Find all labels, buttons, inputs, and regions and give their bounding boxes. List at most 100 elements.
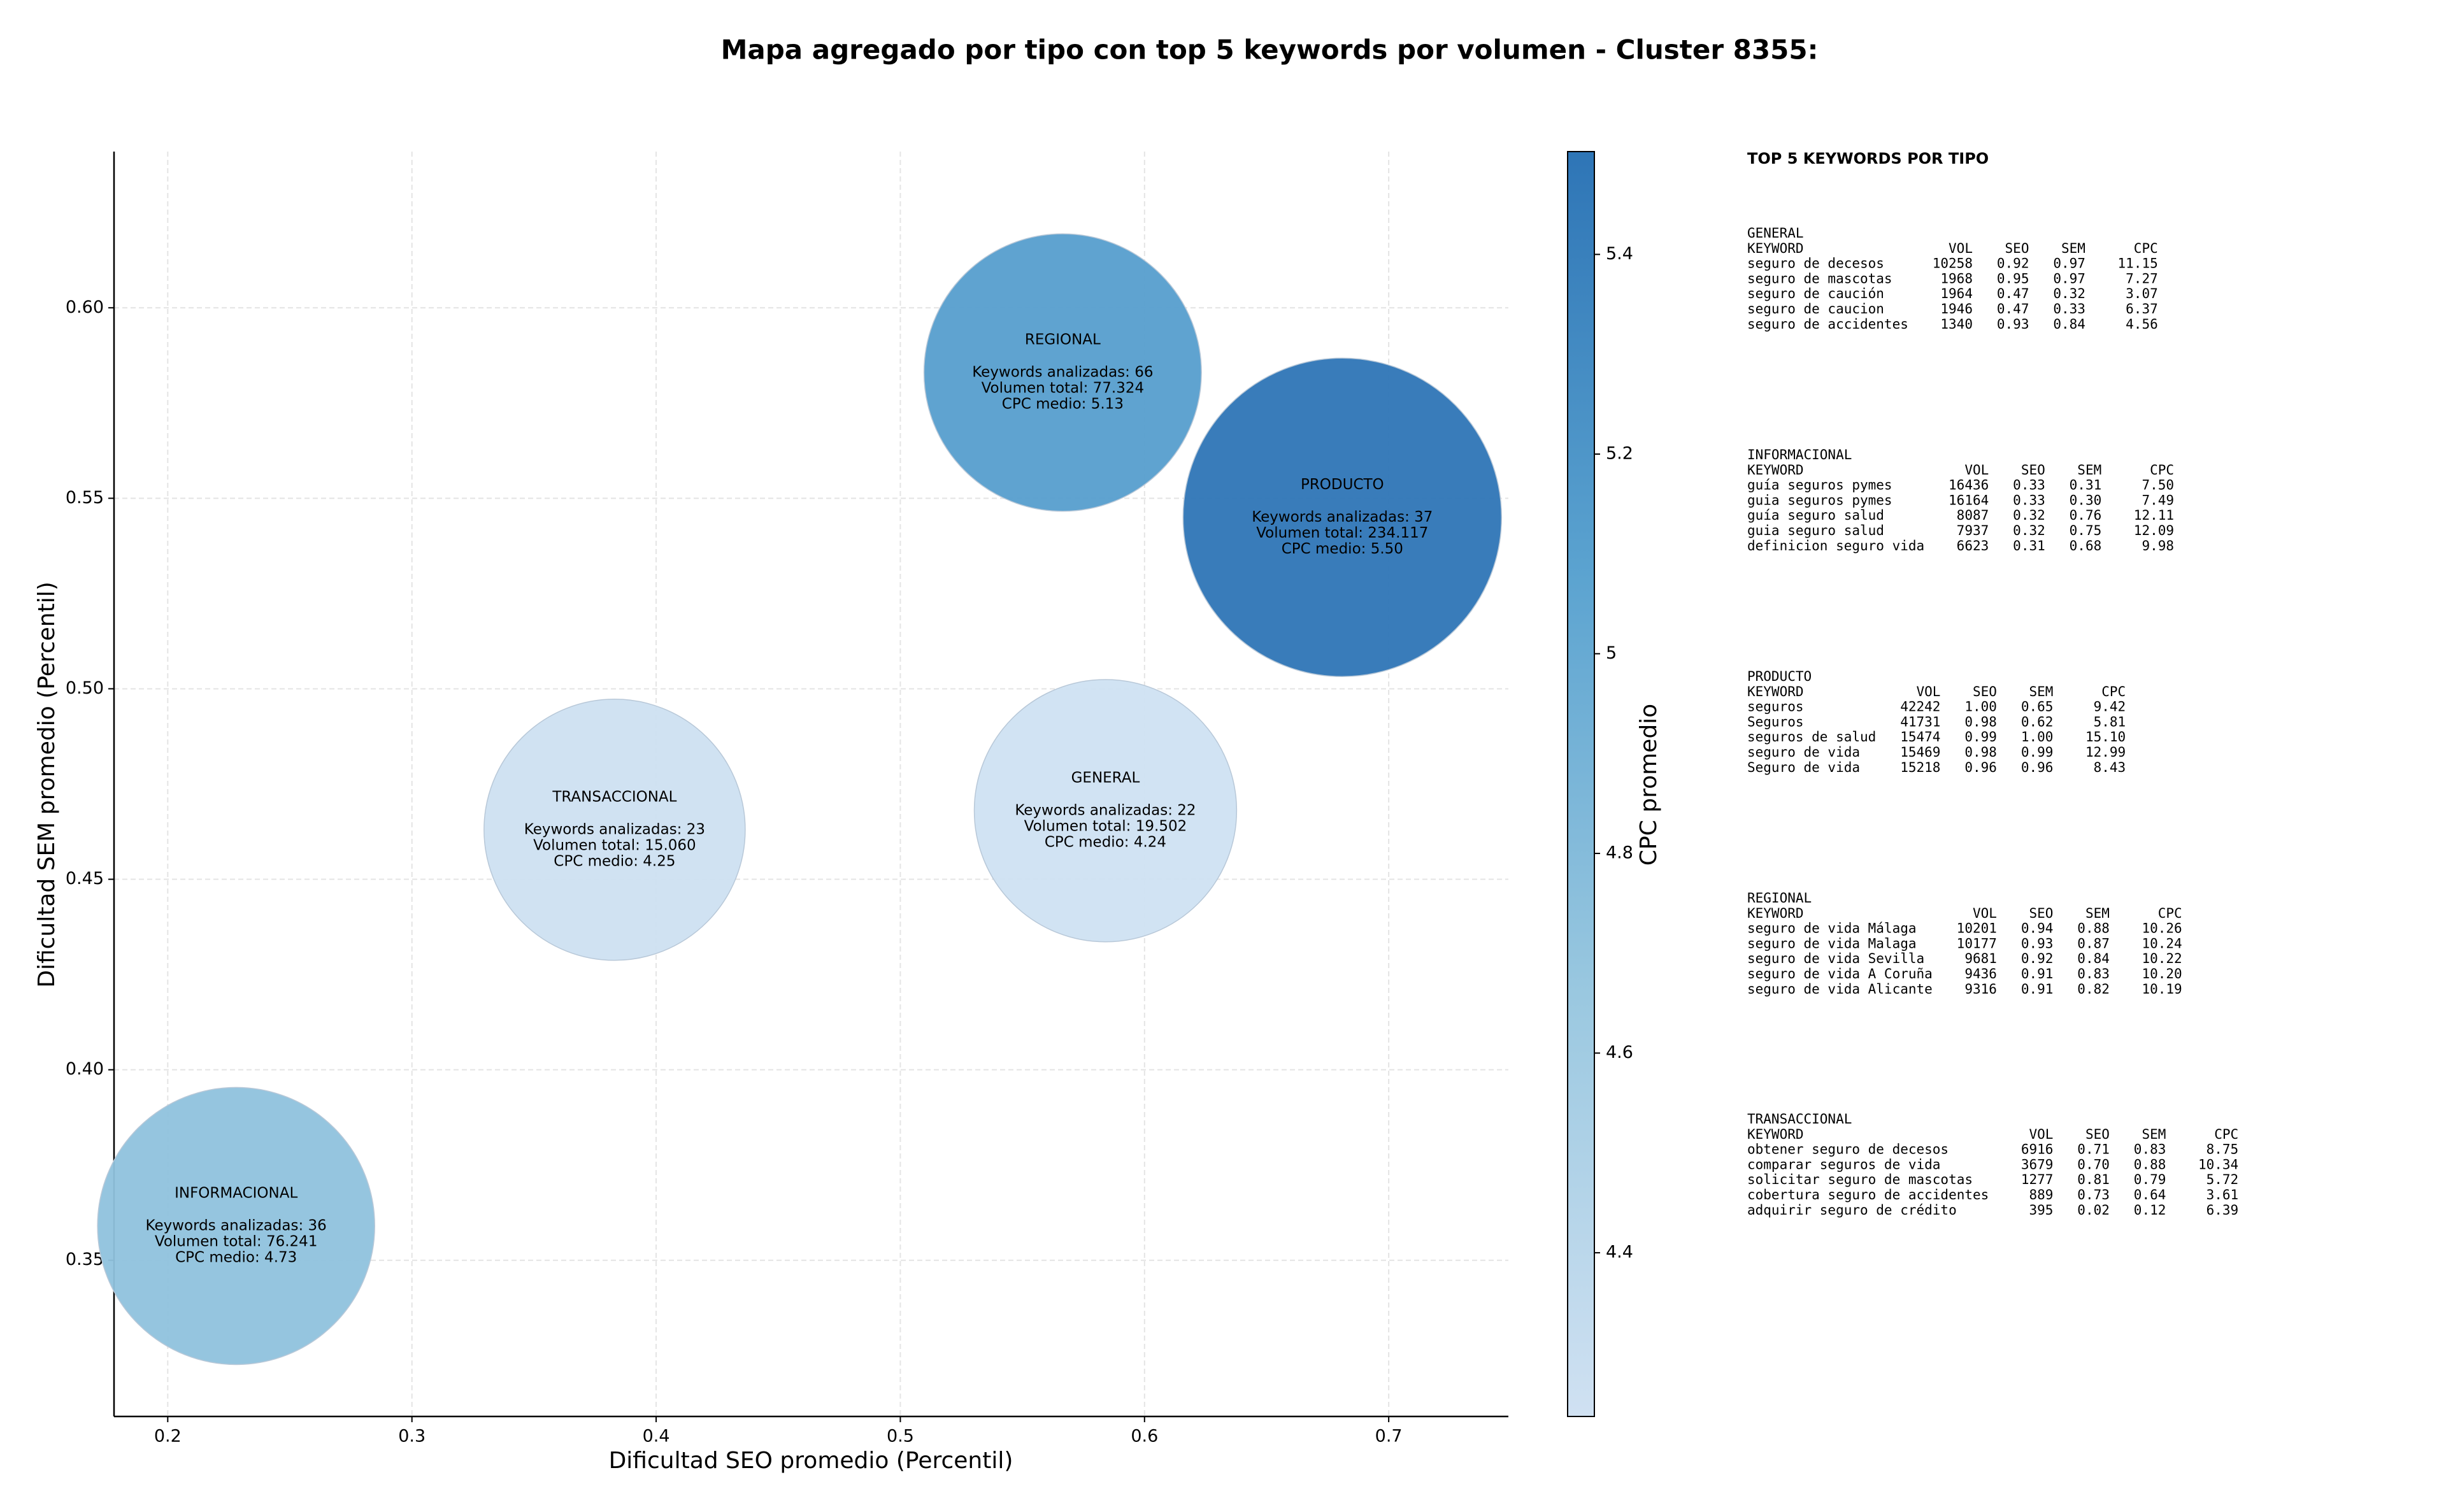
colorbar-tick-label: 5 xyxy=(1606,643,1617,663)
section-name: PRODUCTO xyxy=(1747,669,1812,684)
chart-title: Mapa agregado por tipo con top 5 keyword… xyxy=(721,34,1819,66)
table-cell: 1964 xyxy=(1940,286,1973,301)
colorbar-tick-label: 5.4 xyxy=(1606,244,1633,264)
table-cell: 16436 xyxy=(1949,478,1989,493)
table-header: SEO xyxy=(2085,1127,2110,1142)
table-header: VOL xyxy=(1949,241,1973,256)
table-cell: 10.26 xyxy=(2142,921,2182,936)
section-name: REGIONAL xyxy=(1747,890,1812,906)
table-cell: 0.91 xyxy=(2021,981,2054,997)
bubble xyxy=(1182,357,1503,678)
table-cell: 0.84 xyxy=(2077,951,2110,966)
table-cell: 1968 xyxy=(1940,271,1973,286)
bubble xyxy=(923,233,1202,512)
colorbar-tick-label: 4.6 xyxy=(1606,1043,1633,1062)
table-cell: 0.47 xyxy=(1997,286,2029,301)
table-cell: 0.96 xyxy=(2021,760,2054,775)
bubble-label: Keywords analizadas: 36 xyxy=(146,1217,327,1234)
table-cell: seguro de caucion xyxy=(1747,301,1884,317)
table-cell: seguro de vida A Coruña xyxy=(1747,966,1933,981)
table-header: KEYWORD xyxy=(1747,462,1804,478)
bubble-name: INFORMACIONAL xyxy=(175,1185,297,1201)
bubble-label: Volumen total: 76.241 xyxy=(155,1233,318,1250)
table-cell: 0.73 xyxy=(2077,1187,2110,1202)
table-cell: cobertura seguro de accidentes xyxy=(1747,1187,1989,1202)
table-cell: 10.19 xyxy=(2142,981,2182,997)
table-cell: 0.75 xyxy=(2070,523,2102,538)
table-cell: 1277 xyxy=(2021,1172,2054,1187)
table-cell: 9681 xyxy=(1964,951,1997,966)
table-header: SEM xyxy=(2142,1127,2166,1142)
bubble-label: CPC medio: 4.73 xyxy=(175,1249,297,1266)
table-header: KEYWORD xyxy=(1747,1127,1804,1142)
bubble-name: GENERAL xyxy=(1071,769,1140,786)
bubble-label: CPC medio: 4.24 xyxy=(1045,834,1166,850)
table-cell: 3.07 xyxy=(2126,286,2158,301)
y-axis-label: Dificultad SEM promedio (Percentil) xyxy=(34,581,60,988)
table-cell: 15474 xyxy=(1900,729,1940,745)
table-cell: 0.02 xyxy=(2077,1202,2110,1218)
table-header: SEO xyxy=(2005,241,2029,256)
bubble xyxy=(97,1087,375,1366)
table-cell: 7.49 xyxy=(2142,492,2174,508)
table-cell: 0.96 xyxy=(1964,760,1997,775)
table-cell: 0.98 xyxy=(1964,714,1997,729)
bubble-name: TRANSACCIONAL xyxy=(552,788,676,805)
table-cell: 1340 xyxy=(1940,317,1973,332)
table-cell: 10201 xyxy=(1957,921,1997,936)
bubble-label: CPC medio: 5.50 xyxy=(1282,541,1403,557)
table-header: SEM xyxy=(2077,462,2101,478)
table-cell: 0.88 xyxy=(2077,921,2110,936)
table-cell: comparar seguros de vida xyxy=(1747,1157,1940,1172)
table-cell: 0.99 xyxy=(1964,729,1997,745)
x-tick-label: 0.6 xyxy=(1131,1427,1158,1446)
table-cell: 10.34 xyxy=(2198,1157,2238,1172)
table-cell: 0.93 xyxy=(2021,936,2054,951)
section-name: TRANSACCIONAL xyxy=(1747,1111,1852,1127)
table-cell: 0.65 xyxy=(2021,699,2054,715)
table-cell: seguro de vida Sevilla xyxy=(1747,951,1924,966)
table-cell: 1946 xyxy=(1940,301,1973,317)
table-cell: 15469 xyxy=(1900,745,1940,760)
table-header: CPC xyxy=(2150,462,2174,478)
table-cell: 0.33 xyxy=(2013,478,2045,493)
table-cell: 10.22 xyxy=(2142,951,2182,966)
y-tick-label: 0.60 xyxy=(66,297,104,317)
bubble-label: Keywords analizadas: 23 xyxy=(524,821,705,838)
table-cell: 10177 xyxy=(1957,936,1997,951)
table-cell: definicion seguro vida xyxy=(1747,538,1924,553)
table-cell: guía seguros pymes xyxy=(1747,478,1892,493)
table-cell: 0.76 xyxy=(2070,508,2102,523)
table-cell: 0.83 xyxy=(2134,1142,2166,1157)
table-header: CPC xyxy=(2134,241,2158,256)
x-tick-label: 0.3 xyxy=(398,1427,426,1446)
table-cell: 8.43 xyxy=(2094,760,2126,775)
colorbar-tick-label: 4.4 xyxy=(1606,1242,1633,1262)
table-cell: seguros xyxy=(1747,699,1804,715)
table-header: CPC xyxy=(2101,684,2126,699)
table-cell: 0.70 xyxy=(2077,1157,2110,1172)
table-cell: 8.75 xyxy=(2206,1142,2239,1157)
table-cell: adquirir seguro de crédito xyxy=(1747,1202,1957,1218)
table-cell: 12.99 xyxy=(2085,745,2126,760)
bubble-label: Volumen total: 15.060 xyxy=(533,837,696,853)
table-cell: 7937 xyxy=(1957,523,1989,538)
y-tick-label: 0.55 xyxy=(66,488,104,508)
x-tick-label: 0.4 xyxy=(643,1427,670,1446)
colorbar-label: CPC promedio xyxy=(1636,704,1662,866)
table-cell: 12.11 xyxy=(2134,508,2174,523)
table-header: SEM xyxy=(2061,241,2085,256)
table-cell: 0.82 xyxy=(2077,981,2110,997)
table-cell: seguro de vida Alicante xyxy=(1747,981,1933,997)
table-cell: 8087 xyxy=(1957,508,1989,523)
table-header: CPC xyxy=(2158,906,2182,921)
bubble-label: Keywords analizadas: 66 xyxy=(972,364,1153,380)
table-header: VOL xyxy=(1973,906,1997,921)
table-cell: 6.37 xyxy=(2126,301,2158,317)
table-cell: 0.30 xyxy=(2070,492,2102,508)
bubble-label: CPC medio: 4.25 xyxy=(554,853,675,869)
table-cell: 9.98 xyxy=(2142,538,2174,553)
table-header: VOL xyxy=(1916,684,1940,699)
table-header: CPC xyxy=(2214,1127,2238,1142)
